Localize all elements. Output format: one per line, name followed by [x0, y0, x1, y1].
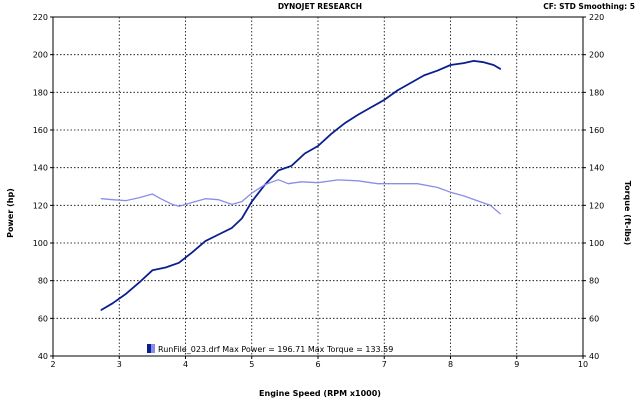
- y-left-tick-label: 40: [38, 352, 48, 361]
- y-right-tick-labels: 40 60 80 100 120 140 160 180 200 220: [583, 13, 604, 361]
- y-left-tick-label: 60: [38, 314, 48, 323]
- x-tick-label: 3: [117, 360, 122, 369]
- legend-swatch-power: [147, 344, 151, 353]
- y-right-tick-label: 180: [589, 88, 604, 97]
- y-left-tick-label: 100: [33, 239, 48, 248]
- y-right-tick-label: 140: [589, 164, 604, 173]
- y-right-tick-label: 80: [589, 277, 599, 286]
- settings-label: CF: STD Smoothing: 5: [543, 2, 635, 11]
- chart-title: DYNOJET RESEARCH: [278, 2, 362, 11]
- x-axis-label: Engine Speed (RPM x1000): [259, 389, 381, 398]
- y-right-tick-label: 60: [589, 314, 599, 323]
- y-left-tick-label: 140: [33, 164, 48, 173]
- y-axis-left-label: Power (hp): [6, 188, 15, 238]
- y-left-tick-label: 220: [33, 13, 48, 22]
- x-tick-label: 4: [183, 360, 188, 369]
- y-left-tick-label: 180: [33, 88, 48, 97]
- y-right-tick-label: 40: [589, 352, 599, 361]
- x-tick-labels: 2 3 4 5 6 7 8 9 10: [50, 356, 588, 369]
- y-right-tick-label: 200: [589, 51, 604, 60]
- y-left-tick-labels: 40 60 80 100 120 140 160 180 200 220: [33, 13, 53, 361]
- legend-text: RunFile_023.drf Max Power = 196.71 Max T…: [158, 345, 393, 354]
- series-layer: [100, 60, 502, 311]
- x-tick-label: 8: [448, 360, 453, 369]
- y-left-tick-label: 160: [33, 126, 48, 135]
- x-tick-label: 2: [50, 360, 55, 369]
- y-right-tick-label: 160: [589, 126, 604, 135]
- y-right-tick-label: 220: [589, 13, 604, 22]
- series-line-torque: [100, 179, 501, 215]
- y-right-tick-label: 120: [589, 201, 604, 210]
- x-tick-label: 6: [315, 360, 320, 369]
- y-right-tick-label: 100: [589, 239, 604, 248]
- legend-swatch-torque: [151, 344, 155, 353]
- y-axis-right-label: Torque (ft-lbs): [623, 181, 632, 246]
- x-tick-label: 10: [578, 360, 588, 369]
- series-line-power: [100, 60, 502, 311]
- x-tick-label: 9: [514, 360, 519, 369]
- y-left-tick-label: 120: [33, 201, 48, 210]
- x-tick-label: 5: [249, 360, 254, 369]
- x-tick-label: 7: [382, 360, 387, 369]
- y-left-tick-label: 80: [38, 277, 48, 286]
- legend: RunFile_023.drf Max Power = 196.71 Max T…: [147, 344, 393, 354]
- grid-lines: [53, 17, 583, 356]
- y-left-tick-label: 200: [33, 51, 48, 60]
